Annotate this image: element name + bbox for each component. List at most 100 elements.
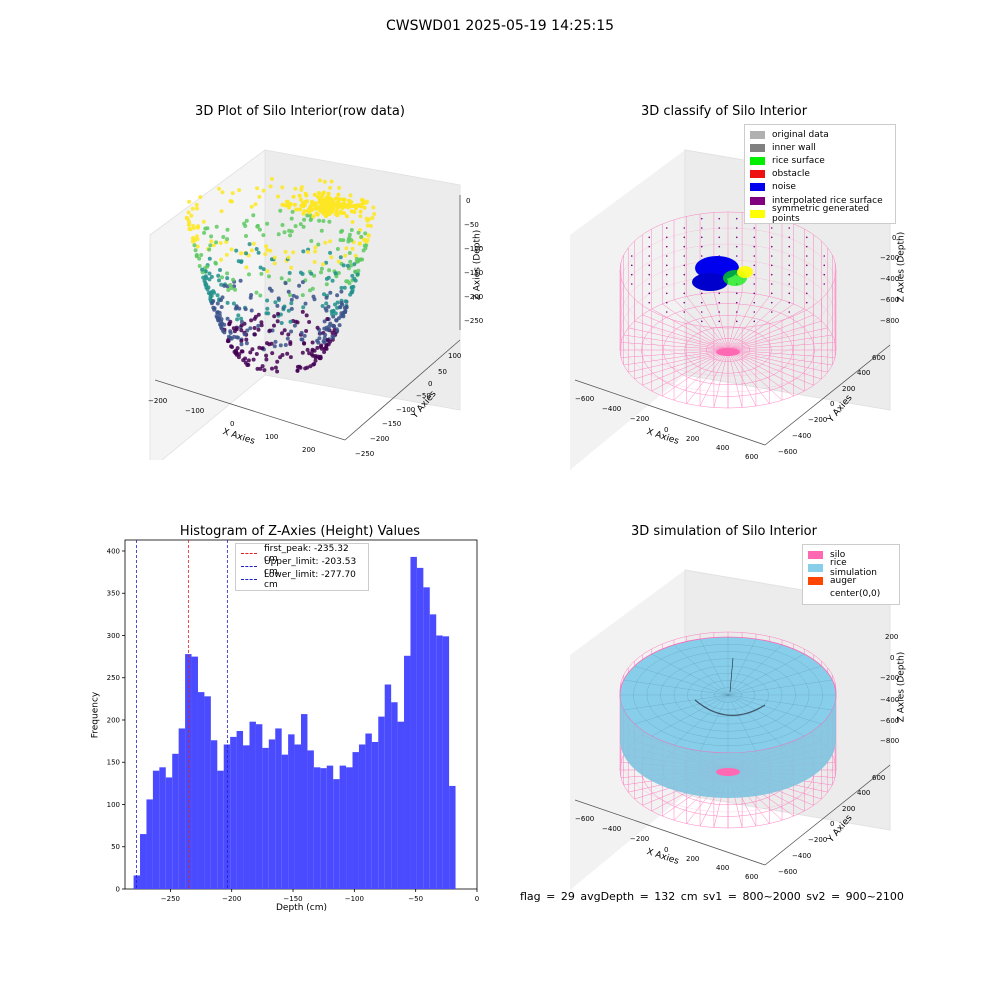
interpolated-point xyxy=(770,292,773,295)
floor-center-mark xyxy=(716,768,740,776)
interpolated-point xyxy=(788,255,791,257)
raw-point xyxy=(317,218,322,223)
silo-floor-spoke xyxy=(651,308,729,351)
rice-mesh-spoke xyxy=(623,679,729,696)
raw-point xyxy=(194,254,199,259)
raw-point xyxy=(312,260,317,264)
histogram-bar xyxy=(281,754,289,889)
raw-point xyxy=(324,260,329,265)
raw-point xyxy=(335,293,340,298)
rice-mesh-spoke xyxy=(673,644,729,696)
raw-ztick: −50 xyxy=(464,221,479,229)
raw-point xyxy=(222,322,227,327)
silo-floor-spoke xyxy=(651,349,729,392)
raw-point xyxy=(349,209,354,214)
raw-point xyxy=(205,226,210,231)
raw-point xyxy=(187,199,192,204)
raw-point xyxy=(301,224,306,229)
legend-entry: auger xyxy=(808,574,894,587)
raw-point xyxy=(302,333,307,338)
raw-point xyxy=(321,190,326,195)
raw-point xyxy=(324,301,329,306)
interpolated-point xyxy=(788,283,791,285)
interpolated-point xyxy=(735,311,738,313)
raw-point xyxy=(258,366,263,371)
simulation-3d-plot xyxy=(570,569,891,890)
raw-point xyxy=(249,248,254,253)
raw-point xyxy=(221,235,226,239)
interpolated-point xyxy=(718,311,721,313)
raw-point xyxy=(292,323,297,328)
legend-swatch xyxy=(750,156,765,165)
raw-point xyxy=(221,329,226,333)
raw-point xyxy=(282,304,287,309)
histogram-bar xyxy=(262,747,269,889)
raw-point xyxy=(256,250,261,255)
simulation-status-footer: flag = 29 avgDepth = 132 cm sv1 = 800~20… xyxy=(520,890,904,903)
simulation-ztick: −400 xyxy=(880,696,900,704)
histogram-bar xyxy=(197,692,205,889)
histogram-bar xyxy=(243,745,250,889)
raw-point xyxy=(302,217,307,222)
raw-point xyxy=(334,318,339,323)
raw-point xyxy=(275,369,280,374)
histogram-bar xyxy=(333,779,340,889)
raw-point xyxy=(207,247,212,252)
raw-point xyxy=(347,251,352,255)
histogram-bar xyxy=(346,767,353,889)
raw-point xyxy=(203,269,208,274)
raw-point xyxy=(312,273,317,278)
raw-point xyxy=(195,225,200,230)
interpolated-point xyxy=(665,255,668,257)
raw-point xyxy=(280,223,285,227)
interpolated-point xyxy=(718,236,721,239)
raw-point xyxy=(260,346,265,351)
raw-point xyxy=(315,345,320,350)
raw-point xyxy=(353,253,358,258)
raw-point xyxy=(272,261,277,266)
simulation-ytick: −400 xyxy=(792,852,812,860)
raw-plot-title: 3D Plot of Silo Interior(row data) xyxy=(195,104,405,119)
raw-point xyxy=(268,184,273,189)
raw-point xyxy=(236,313,241,318)
raw-point xyxy=(207,277,212,282)
raw-point xyxy=(291,250,296,255)
silo-floor-spoke xyxy=(686,349,729,404)
raw-point xyxy=(203,280,208,285)
interpolated-point xyxy=(770,255,773,257)
simulation-xtick: −600 xyxy=(575,815,595,823)
interpolated-point xyxy=(700,255,703,257)
raw-point xyxy=(224,252,229,257)
silo-floor-spoke xyxy=(727,349,743,408)
raw-point xyxy=(361,248,366,253)
legend-label: original data xyxy=(772,129,829,140)
histogram-yticks: 0 50 100 150 200 250 300 350 400 xyxy=(107,547,125,894)
raw-point xyxy=(226,288,231,292)
interpolated-point xyxy=(788,301,791,304)
legend-swatch xyxy=(808,576,823,585)
raw-point xyxy=(343,299,348,304)
raw-point xyxy=(204,285,209,290)
raw-point xyxy=(273,365,278,370)
raw-point xyxy=(219,305,224,309)
raw-point xyxy=(347,235,352,240)
raw-point xyxy=(324,197,329,202)
interpolated-point xyxy=(753,255,756,257)
raw-point xyxy=(344,246,349,251)
raw-point xyxy=(342,211,346,216)
silo-floor-spoke xyxy=(713,349,729,408)
legend-line xyxy=(241,579,257,581)
interpolated-point xyxy=(648,236,651,239)
raw-point xyxy=(249,293,254,297)
interpolated-point xyxy=(735,255,738,257)
legend-line xyxy=(241,566,257,568)
simulation-legend: silo rice simulation auger center(0,0) xyxy=(802,544,900,605)
raw-point xyxy=(219,257,223,262)
raw-point xyxy=(244,251,249,256)
raw-point xyxy=(239,328,244,333)
raw-point xyxy=(197,256,202,261)
raw-point xyxy=(209,234,214,239)
raw-point xyxy=(204,276,209,281)
raw-point xyxy=(276,296,281,301)
silo-floor-spoke xyxy=(673,299,729,351)
